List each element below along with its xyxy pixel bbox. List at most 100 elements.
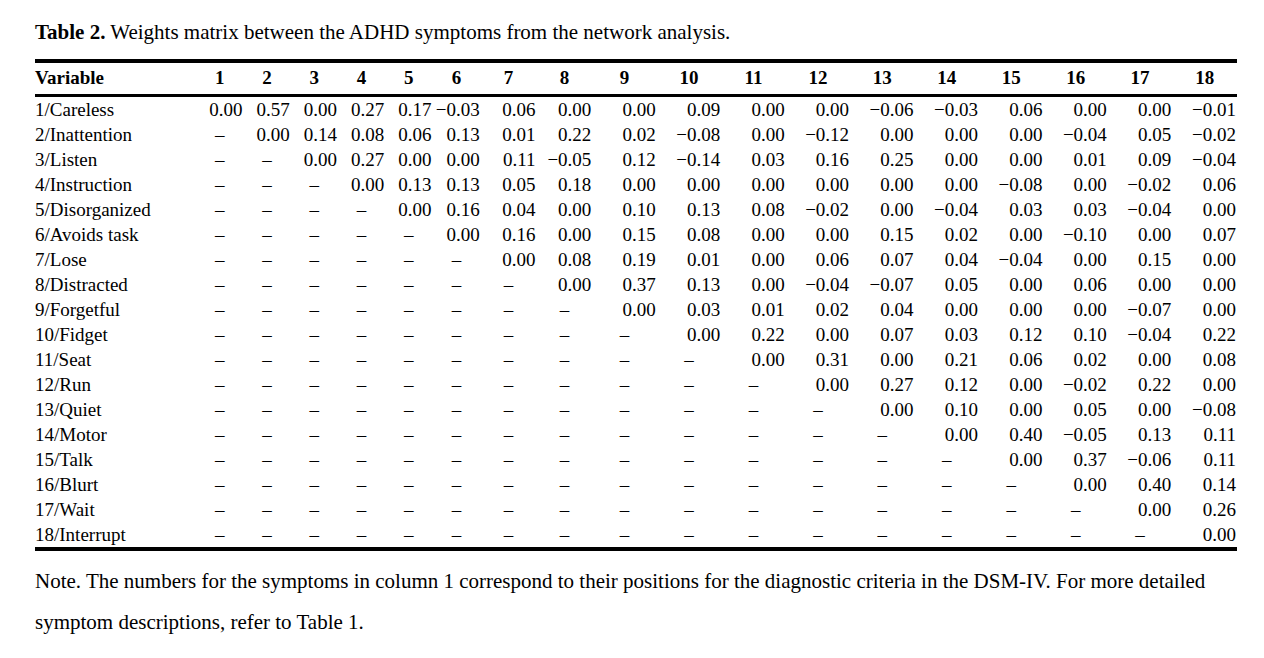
empty-cell: –	[338, 272, 385, 297]
weight-cell: 0.07	[850, 247, 914, 272]
empty-cell: –	[291, 472, 338, 497]
empty-cell: –	[537, 447, 593, 472]
empty-cell: –	[291, 197, 338, 222]
weight-cell: 0.37	[1043, 447, 1107, 472]
weight-cell: 0.00	[1108, 497, 1172, 522]
col-header-9: 9	[592, 61, 656, 96]
weight-cell: 0.00	[1108, 272, 1172, 297]
weight-cell: 0.16	[786, 147, 850, 172]
col-header-8: 8	[537, 61, 593, 96]
weight-cell: −0.07	[850, 272, 914, 297]
weight-cell: −0.08	[1172, 397, 1237, 422]
weight-cell: −0.02	[1108, 172, 1172, 197]
empty-cell: –	[850, 522, 914, 549]
weight-cell: 0.13	[432, 122, 480, 147]
col-header-7: 7	[481, 61, 537, 96]
weight-cell: 0.09	[657, 96, 721, 123]
empty-cell: –	[291, 447, 338, 472]
table-row: 8/Distracted–––––––0.000.370.130.00−0.04…	[35, 272, 1237, 297]
row-label: 6/Avoids task	[35, 222, 196, 247]
empty-cell: –	[385, 322, 432, 347]
empty-cell: –	[481, 497, 537, 522]
empty-cell: –	[657, 347, 721, 372]
weight-cell: 0.00	[537, 272, 593, 297]
empty-cell: –	[338, 297, 385, 322]
weight-cell: 0.03	[721, 147, 785, 172]
weight-cell: 0.00	[291, 96, 338, 123]
weight-cell: 0.07	[850, 322, 914, 347]
weight-cell: 0.00	[1108, 347, 1172, 372]
table-row: 5/Disorganized––––0.000.160.040.000.100.…	[35, 197, 1237, 222]
empty-cell: –	[338, 322, 385, 347]
empty-cell: –	[385, 247, 432, 272]
weight-cell: 0.16	[481, 222, 537, 247]
weight-cell: 0.06	[786, 247, 850, 272]
row-label: 17/Wait	[35, 497, 196, 522]
weight-cell: 0.00	[979, 122, 1043, 147]
weight-cell: 0.08	[537, 247, 593, 272]
empty-cell: –	[537, 372, 593, 397]
table-caption: Table 2. Weights matrix between the ADHD…	[35, 18, 1237, 46]
weight-cell: 0.00	[1108, 96, 1172, 123]
table-note: Note. The numbers for the symptoms in co…	[35, 561, 1237, 643]
weight-cell: 0.00	[1043, 172, 1107, 197]
empty-cell: –	[243, 147, 290, 172]
weight-cell: 0.00	[979, 372, 1043, 397]
empty-cell: –	[243, 397, 290, 422]
table-header-row: Variable123456789101112131415161718	[35, 61, 1237, 96]
col-header-5: 5	[385, 61, 432, 96]
empty-cell: –	[385, 422, 432, 447]
weight-cell: 0.00	[786, 222, 850, 247]
col-header-11: 11	[721, 61, 785, 96]
row-label: 8/Distracted	[35, 272, 196, 297]
empty-cell: –	[196, 197, 243, 222]
weight-cell: 0.15	[592, 222, 656, 247]
weight-cell: 0.03	[915, 322, 979, 347]
row-label: 5/Disorganized	[35, 197, 196, 222]
empty-cell: –	[243, 447, 290, 472]
empty-cell: –	[537, 322, 593, 347]
weight-cell: 0.04	[850, 297, 914, 322]
empty-cell: –	[196, 472, 243, 497]
empty-cell: –	[850, 472, 914, 497]
weight-cell: −0.02	[1043, 372, 1107, 397]
weight-cell: 0.00	[1172, 297, 1237, 322]
empty-cell: –	[850, 447, 914, 472]
empty-cell: –	[291, 397, 338, 422]
weight-cell: −0.03	[915, 96, 979, 123]
weight-cell: 0.21	[915, 347, 979, 372]
weight-cell: 0.00	[1108, 222, 1172, 247]
empty-cell: –	[592, 497, 656, 522]
table-row: 9/Forgetful––––––––0.000.030.010.020.040…	[35, 297, 1237, 322]
empty-cell: –	[196, 247, 243, 272]
empty-cell: –	[243, 172, 290, 197]
row-label: 7/Lose	[35, 247, 196, 272]
weight-cell: 0.00	[850, 347, 914, 372]
empty-cell: –	[385, 372, 432, 397]
weight-cell: 0.00	[243, 122, 290, 147]
empty-cell: –	[385, 472, 432, 497]
weight-cell: 0.06	[979, 347, 1043, 372]
weight-cell: 0.04	[915, 247, 979, 272]
weight-cell: 0.06	[979, 96, 1043, 123]
weight-cell: 0.00	[1172, 522, 1237, 549]
empty-cell: –	[537, 297, 593, 322]
empty-cell: –	[432, 422, 480, 447]
weight-cell: 0.57	[243, 96, 290, 123]
weight-cell: 0.00	[432, 222, 480, 247]
weight-cell: −0.04	[979, 247, 1043, 272]
table-row: 16/Blurt–––––––––––––––0.000.400.14	[35, 472, 1237, 497]
col-header-3: 3	[291, 61, 338, 96]
weight-cell: 0.00	[979, 397, 1043, 422]
empty-cell: –	[432, 272, 480, 297]
weight-cell: 0.00	[850, 197, 914, 222]
empty-cell: –	[338, 447, 385, 472]
weight-cell: −0.04	[1108, 197, 1172, 222]
weight-cell: 0.10	[1043, 322, 1107, 347]
weight-cell: −0.06	[850, 96, 914, 123]
empty-cell: –	[537, 497, 593, 522]
empty-cell: –	[291, 422, 338, 447]
empty-cell: –	[432, 322, 480, 347]
weight-cell: 0.05	[915, 272, 979, 297]
table-row: 10/Fidget–––––––––0.000.220.000.070.030.…	[35, 322, 1237, 347]
